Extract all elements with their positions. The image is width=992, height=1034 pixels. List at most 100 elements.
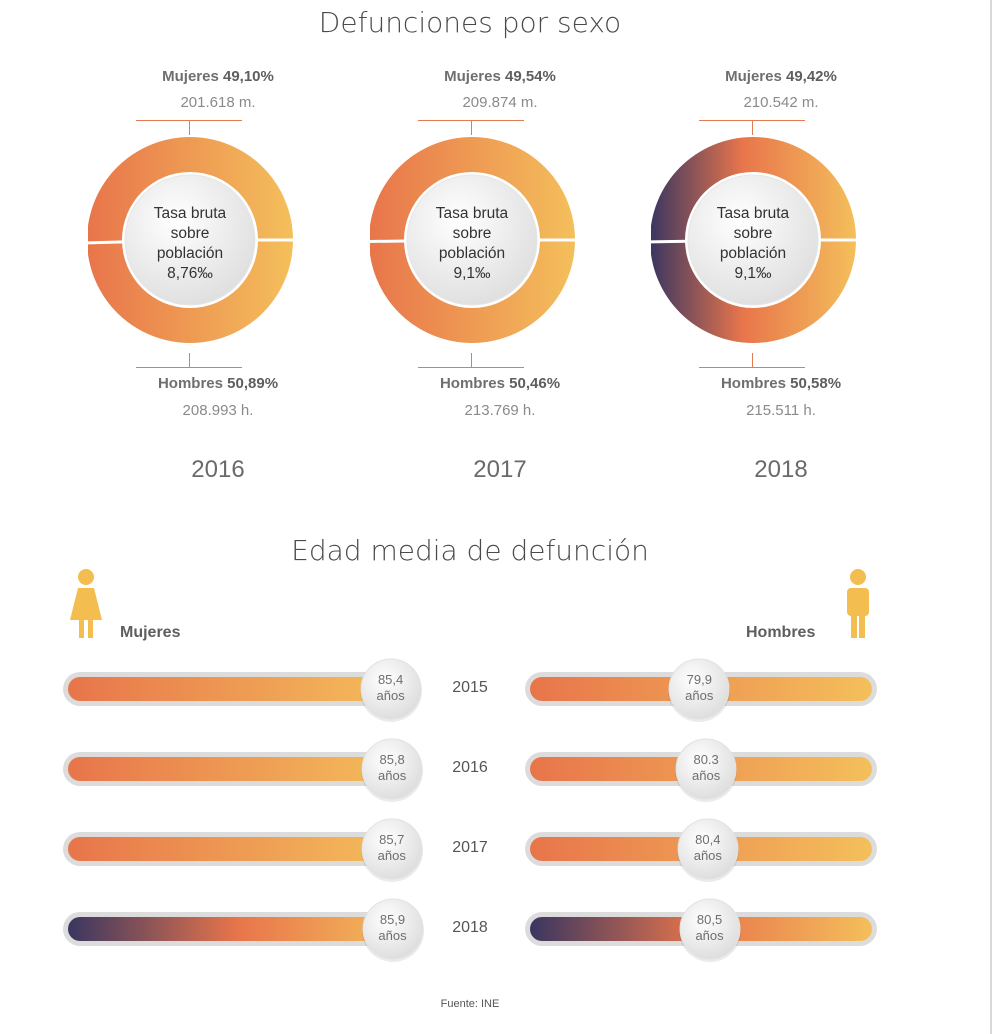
value-label: 80,4 años: [677, 832, 739, 864]
value-label: 85,4 años: [360, 672, 422, 704]
bar-track-mujeres: [63, 832, 413, 866]
donut-2017: Tasa bruta sobre población 9,1‰: [370, 137, 577, 343]
bar-row-2016: 2016 85,8 años 80.3 años: [0, 738, 992, 802]
leader-tick-bottom: [189, 353, 190, 367]
leader-tick-top: [752, 121, 753, 135]
value-knob: [676, 818, 739, 882]
mujeres-text: Mujeres: [162, 68, 223, 85]
donut-2016: Tasa bruta sobre población 8,76‰: [88, 137, 295, 343]
value-knob: [359, 658, 422, 722]
center-text-3: 9,1‰: [734, 265, 772, 282]
center-text-2: población: [157, 245, 223, 262]
value-number: 85,7: [379, 832, 405, 847]
value-unit: años: [377, 848, 406, 863]
value-knob: [668, 658, 731, 722]
hombres-text: Hombres: [157, 375, 228, 392]
donut-center: [406, 174, 538, 306]
hombres-pct: 50,46%: [509, 375, 561, 392]
value-label: 80.3 años: [675, 752, 737, 784]
hombres-label: Hombres: [746, 624, 816, 641]
value-label: 80,5 años: [679, 912, 741, 944]
value-label: 85,9 años: [362, 912, 424, 944]
year-label: 2015: [452, 679, 488, 696]
center-text-3: 9,1‰: [453, 265, 491, 282]
knob-circle: [675, 738, 737, 800]
value-knob: [361, 898, 424, 962]
value-label: 85,7 años: [361, 832, 423, 864]
value-unit: años: [692, 768, 721, 783]
value-unit: años: [378, 768, 407, 783]
donut-ring: [88, 137, 293, 343]
slice-divider-left: [370, 239, 407, 243]
value-unit: años: [376, 688, 405, 703]
center-text-0: Tasa bruta: [154, 205, 227, 222]
value-number: 85,9: [379, 912, 406, 927]
value-unit: años: [695, 928, 724, 943]
page-edge: [990, 0, 992, 1034]
leader-line-bottom: [136, 367, 242, 368]
value-number: 85,8: [379, 752, 405, 767]
knob-circle: [362, 898, 423, 960]
center-text-2: población: [439, 245, 505, 262]
man-icon: [847, 569, 869, 638]
bar-track-mujeres: [63, 752, 413, 786]
mujeres-count: 210.542 m.: [743, 94, 819, 111]
leader-tick-top: [189, 121, 190, 135]
section-title-edad-media: Edad media de defunción: [291, 534, 649, 567]
knob-circle: [677, 818, 739, 880]
leader-line-top: [699, 120, 805, 121]
hombres-text: Hombres: [439, 375, 510, 392]
donut-center: [687, 174, 819, 306]
value-number: 85,4: [377, 672, 404, 687]
bar-fill: [68, 677, 408, 701]
mujeres-count: 209.874 m.: [462, 94, 538, 111]
value-unit: años: [378, 928, 407, 943]
bar-track-mujeres: [63, 912, 413, 946]
knob-circle: [679, 898, 741, 960]
donut-year-label: 2017: [473, 456, 527, 483]
mujeres-pct: 49,42%: [785, 68, 837, 85]
slice-divider-left: [88, 240, 125, 245]
donut-center: [124, 174, 256, 306]
value-unit: años: [693, 848, 722, 863]
center-text-0: Tasa bruta: [436, 205, 509, 222]
value-knob: [675, 738, 738, 802]
value-number: 80,4: [695, 832, 721, 847]
value-label: 79,9 años: [668, 672, 730, 704]
slice-divider-left: [651, 239, 688, 244]
hombres-pct-label: Hombres 50,46%: [370, 375, 630, 392]
bar-fill: [68, 917, 408, 941]
year-label: 2016: [452, 759, 488, 776]
value-number: 80.3: [693, 752, 719, 767]
donut-2018: Tasa bruta sobre población 9,1‰: [651, 137, 858, 343]
leader-line-bottom: [699, 367, 805, 368]
bar-fill: [68, 757, 408, 781]
center-text-1: sobre: [453, 225, 492, 242]
knob-circle: [361, 818, 423, 880]
center-text-1: sobre: [171, 225, 210, 242]
hombres-count: 215.511 h.: [746, 402, 816, 419]
donut-block-2018: Mujeres 49,42% 210.542 m. Tasa bruta sobre p…: [651, 62, 911, 492]
mujeres-text: Mujeres: [725, 68, 786, 85]
donut-block-2017: Mujeres 49,54% 209.874 m. Tasa bruta sobre p…: [370, 62, 630, 492]
bar-row-2017: 2017 85,7 años 80,4 años: [0, 818, 992, 882]
leader-tick-bottom: [471, 353, 472, 367]
hombres-count: 208.993 h.: [182, 402, 254, 419]
value-knob: [361, 738, 424, 802]
knob-circle: [360, 658, 422, 720]
leader-tick-bottom: [752, 353, 753, 367]
hombres-pct: 50,89%: [227, 375, 279, 392]
value-knob: [678, 898, 741, 962]
bar-fill: [68, 837, 408, 861]
mujeres-text: Mujeres: [444, 68, 505, 85]
mujeres-count: 201.618 m.: [180, 94, 256, 111]
woman-icon: [70, 569, 102, 638]
mujeres-pct: 49,54%: [504, 68, 556, 85]
value-label: 85,8 años: [361, 752, 423, 784]
bar-row-2015: 2015 85,4 años 79,9 años: [0, 658, 992, 722]
center-text-2: población: [720, 245, 786, 262]
value-number: 80,5: [696, 912, 723, 927]
mujeres-label: Mujeres: [120, 624, 181, 641]
year-label: 2018: [452, 919, 488, 936]
hombres-pct: 50,58%: [790, 375, 842, 392]
